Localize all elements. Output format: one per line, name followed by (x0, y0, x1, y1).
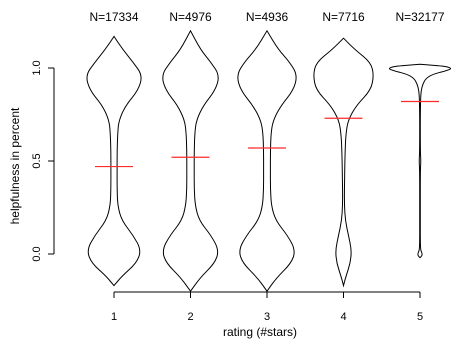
x-tick-label: 5 (417, 311, 423, 323)
x-tick-label: 2 (187, 311, 193, 323)
count-label: N=7716 (322, 10, 365, 24)
count-label: N=32177 (395, 10, 444, 24)
x-axis-label: rating (#stars) (223, 325, 297, 339)
x-tick-label: 1 (111, 311, 117, 323)
x-axis: 1 2 3 4 5 (111, 291, 423, 323)
y-tick-label: 0.5 (31, 153, 43, 168)
count-labels: N=17334 N=4976 N=4936 N=7716 N=32177 (89, 10, 444, 24)
count-label: N=17334 (89, 10, 138, 24)
y-axis: 0.0 0.5 1.0 (31, 60, 55, 262)
violin-2 (162, 29, 219, 293)
count-label: N=4976 (169, 10, 212, 24)
violin-1 (86, 35, 142, 287)
violin-3 (237, 29, 297, 293)
y-tick-label: 0.0 (31, 246, 43, 261)
y-tick-label: 1.0 (31, 60, 43, 75)
violin-5 (389, 63, 451, 259)
x-tick-label: 3 (264, 311, 270, 323)
violin-4 (313, 37, 374, 288)
count-label: N=4936 (246, 10, 289, 24)
x-tick-label: 4 (340, 311, 346, 323)
mean-lines (95, 100, 439, 168)
y-axis-label: helpfulness in percent (8, 107, 22, 224)
violins (86, 29, 451, 293)
